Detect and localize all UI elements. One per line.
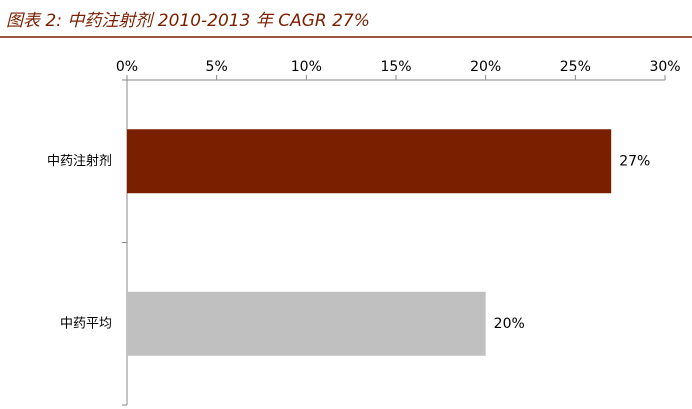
- bar: [127, 129, 612, 194]
- x-tick-label: 15%: [380, 59, 411, 75]
- x-tick-label: 30%: [649, 59, 680, 75]
- x-tick-label: 25%: [560, 59, 591, 75]
- value-label: 20%: [494, 316, 525, 332]
- bar: [127, 291, 486, 356]
- y-tick-label: 中药平均: [60, 316, 112, 331]
- x-tick-label: 20%: [470, 59, 501, 75]
- x-tick-label: 5%: [206, 59, 228, 75]
- x-tick-label: 0%: [116, 59, 138, 75]
- y-tick-label: 中药注射剂: [47, 153, 112, 169]
- chart-title: 图表 2: 中药注射剂 2010-2013 年 CAGR 27%: [6, 11, 370, 31]
- x-tick-label: 10%: [291, 59, 322, 75]
- value-label: 27%: [619, 153, 650, 169]
